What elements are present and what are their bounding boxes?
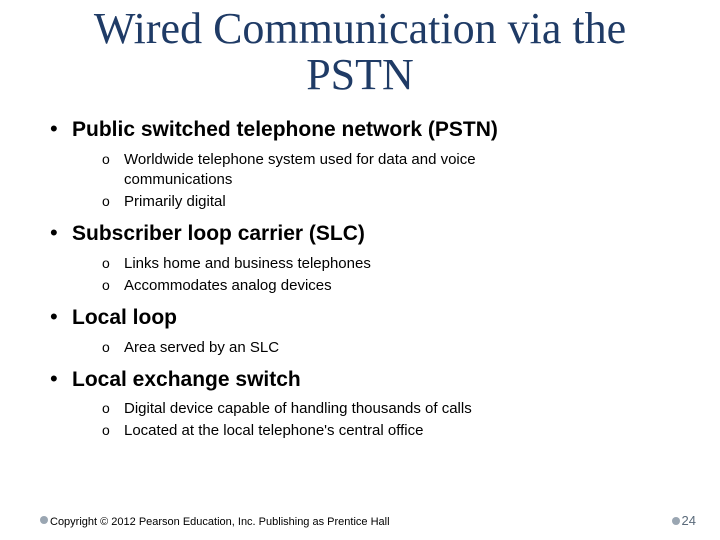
bullet-pstn: Public switched telephone network (PSTN)… — [50, 116, 680, 212]
bullet-icon — [40, 516, 48, 524]
bullet-icon — [672, 517, 680, 525]
sub-list: Worldwide telephone system used for data… — [72, 150, 680, 213]
sub-item: Located at the local telephone's central… — [102, 421, 522, 441]
copyright-footer: Copyright © 2012 Pearson Education, Inc.… — [40, 516, 390, 528]
slide: Wired Communication via the PSTN Public … — [0, 0, 720, 540]
bullet-label: Local loop — [72, 304, 680, 331]
sub-item: Accommodates analog devices — [102, 276, 522, 296]
sub-list: Area served by an SLC — [72, 338, 680, 358]
bullet-label: Public switched telephone network (PSTN) — [72, 116, 680, 143]
sub-item: Area served by an SLC — [102, 338, 522, 358]
bullet-label: Subscriber loop carrier (SLC) — [72, 220, 680, 247]
slide-title: Wired Communication via the PSTN — [40, 6, 680, 98]
sub-item: Worldwide telephone system used for data… — [102, 150, 522, 191]
copyright-text: Copyright © 2012 Pearson Education, Inc.… — [50, 516, 390, 528]
sub-item: Primarily digital — [102, 192, 522, 212]
page-number: 24 — [672, 513, 696, 528]
bullet-label: Local exchange switch — [72, 366, 680, 393]
sub-list: Digital device capable of handling thous… — [72, 399, 680, 442]
bullet-local-loop: Local loop Area served by an SLC — [50, 304, 680, 358]
sub-item: Digital device capable of handling thous… — [102, 399, 522, 419]
bullet-slc: Subscriber loop carrier (SLC) Links home… — [50, 220, 680, 296]
bullet-local-exchange: Local exchange switch Digital device cap… — [50, 366, 680, 442]
main-bullet-list: Public switched telephone network (PSTN)… — [40, 116, 680, 441]
sub-item: Links home and business telephones — [102, 254, 522, 274]
sub-list: Links home and business telephones Accom… — [72, 254, 680, 297]
page-number-text: 24 — [682, 513, 696, 528]
